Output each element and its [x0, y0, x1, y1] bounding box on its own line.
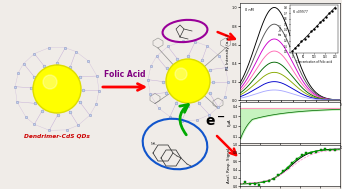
Text: Folic Acid: Folic Acid — [104, 70, 146, 79]
FancyArrowPatch shape — [180, 105, 188, 135]
X-axis label: Wavelength (nm): Wavelength (nm) — [272, 109, 308, 113]
Text: 0 nM: 0 nM — [245, 8, 254, 12]
Circle shape — [175, 68, 187, 80]
Text: Dendrimer-CdS QDs: Dendrimer-CdS QDs — [24, 133, 90, 138]
Circle shape — [43, 75, 57, 89]
X-axis label: Time (mins): Time (mins) — [278, 151, 302, 155]
Circle shape — [33, 65, 81, 113]
Y-axis label: I/μA: I/μA — [227, 119, 231, 126]
Text: NH₂: NH₂ — [151, 142, 158, 146]
Text: $\mathbf{e^-}$: $\mathbf{e^-}$ — [205, 115, 225, 129]
Circle shape — [166, 59, 210, 103]
Y-axis label: Anal. Resp. Signal: Anal. Resp. Signal — [227, 148, 231, 183]
Y-axis label: PL Intensity (a.u.): PL Intensity (a.u.) — [226, 33, 230, 70]
